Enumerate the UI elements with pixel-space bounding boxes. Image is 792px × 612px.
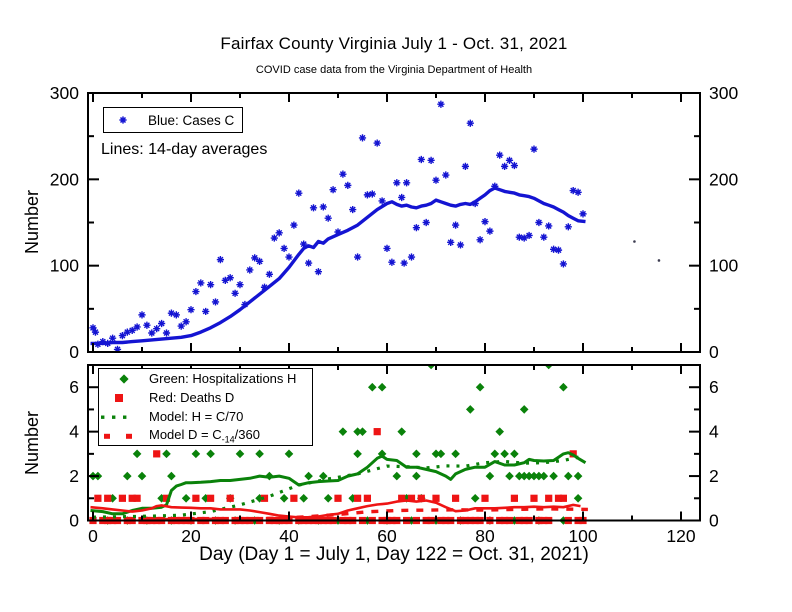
bottom-y-tick-labels: 0 0 2 2 4 4 6 6: [69, 377, 719, 530]
top-y-tick-labels: 0 0 100 100 200 200 300 300: [50, 83, 739, 362]
svg-text:0: 0: [88, 526, 98, 546]
bottom-panel-frame-and-ticks: [87, 364, 701, 522]
svg-text:2: 2: [69, 466, 79, 486]
model-h-dotted-line-icon: [101, 415, 127, 419]
svg-text:4: 4: [69, 422, 79, 442]
model-d-dashdot-line-icon: [104, 433, 132, 439]
svg-text:300: 300: [50, 83, 79, 103]
svg-text:0: 0: [69, 511, 79, 531]
deaths-legend-label: Red: Deaths D: [149, 390, 235, 405]
legend-row-model-d: Model D = C-14/360: [99, 427, 312, 444]
svg-text:100: 100: [50, 256, 79, 276]
bottom-legend: Green: Hospitalizations H Red: Deaths D …: [98, 368, 313, 446]
svg-text:4: 4: [709, 422, 719, 442]
legend-row-hospitalizations: Green: Hospitalizations H: [99, 370, 312, 387]
cases-points: [89, 100, 587, 354]
svg-text:2: 2: [709, 466, 719, 486]
svg-text:0: 0: [709, 342, 719, 362]
hospitalizations-legend-label: Green: Hospitalizations H: [149, 371, 297, 386]
chart-title: Fairfax County Virginia July 1 - Oct. 31…: [220, 34, 568, 53]
stray-dots: [633, 240, 661, 262]
hospitalizations-diamond-marker-icon: [119, 373, 129, 384]
deaths-square-marker-icon: [115, 393, 123, 402]
svg-text:100: 100: [709, 256, 738, 276]
model-h-legend-label: Model: H = C/70: [149, 409, 244, 424]
model-h-line: [92, 454, 584, 519]
svg-text:120: 120: [666, 526, 695, 546]
svg-text:0: 0: [69, 342, 79, 362]
cases-legend-label: Blue: Cases C: [148, 112, 235, 128]
svg-text:0: 0: [709, 511, 719, 531]
cases-14day-average: [90, 186, 586, 346]
cases-asterisk-marker-icon: [119, 116, 127, 124]
svg-text:6: 6: [709, 377, 719, 397]
cases-legend: Blue: Cases C: [103, 107, 243, 133]
x-tick-labels: 0 20 40 60 80 100 120: [88, 526, 696, 546]
svg-text:6: 6: [69, 377, 79, 397]
chart-subtitle: COVID case data from the Virginia Depart…: [255, 64, 533, 76]
legend-row-model-h: Model: H = C/70: [99, 408, 312, 425]
deaths-14day-average: [90, 499, 581, 519]
svg-text:80: 80: [475, 526, 495, 546]
top-panel-frame-and-ticks: [87, 92, 701, 353]
model-d-legend-label: Model D = C-14/360: [149, 426, 260, 445]
svg-text:20: 20: [181, 526, 201, 546]
hospitalizations-14day-average: [90, 451, 587, 516]
svg-text:40: 40: [279, 526, 299, 546]
lines-note: Lines: 14-day averages: [101, 141, 268, 158]
svg-text:300: 300: [709, 83, 738, 103]
svg-text:200: 200: [50, 169, 79, 189]
svg-text:100: 100: [568, 526, 597, 546]
x-axis-title: Day (Day 1 = July 1, Day 122 = Oct. 31, …: [199, 544, 589, 565]
svg-text:60: 60: [377, 526, 397, 546]
svg-text:200: 200: [709, 169, 738, 189]
legend-row-deaths: Red: Deaths D: [99, 389, 312, 406]
